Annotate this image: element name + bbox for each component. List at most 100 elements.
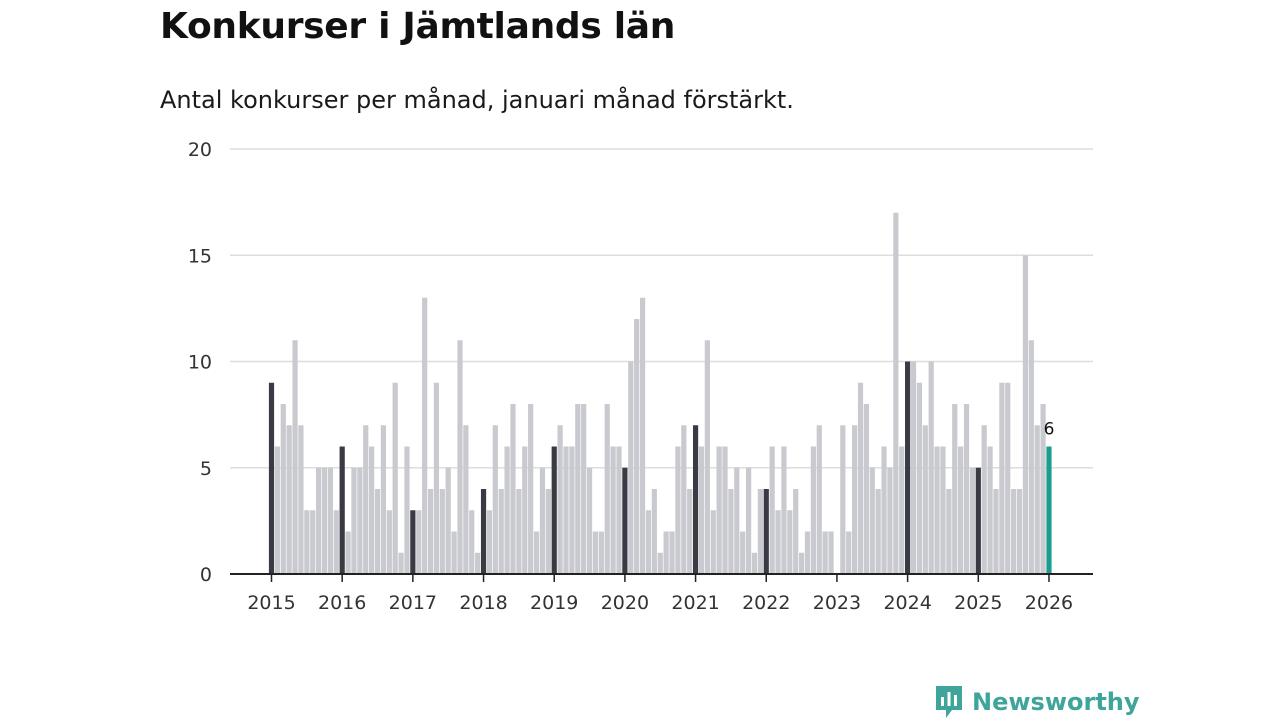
bar[interactable] xyxy=(799,552,805,574)
bar[interactable] xyxy=(1034,425,1040,574)
bar[interactable] xyxy=(610,446,616,575)
bar[interactable] xyxy=(775,510,781,574)
bar[interactable] xyxy=(816,425,822,574)
bar[interactable] xyxy=(928,361,934,575)
bar[interactable] xyxy=(292,340,298,574)
bar[interactable] xyxy=(586,467,593,574)
bar[interactable] xyxy=(887,467,893,574)
bar[interactable] xyxy=(675,446,681,575)
bar[interactable] xyxy=(563,446,569,575)
bar[interactable] xyxy=(604,404,610,574)
bar[interactable] xyxy=(286,425,292,574)
bar[interactable] xyxy=(663,531,669,575)
bar[interactable] xyxy=(681,425,687,574)
bar-january[interactable] xyxy=(692,425,699,574)
bar[interactable] xyxy=(857,382,864,574)
bar-january[interactable] xyxy=(551,446,557,575)
bar[interactable] xyxy=(934,446,940,575)
bar[interactable] xyxy=(793,489,799,574)
bar[interactable] xyxy=(881,446,887,575)
bar[interactable] xyxy=(704,340,710,574)
bar[interactable] xyxy=(345,531,351,575)
bar[interactable] xyxy=(386,510,392,574)
bar[interactable] xyxy=(722,446,728,575)
bar[interactable] xyxy=(274,446,280,575)
bar[interactable] xyxy=(304,510,310,574)
bar[interactable] xyxy=(910,361,917,575)
bar[interactable] xyxy=(439,489,445,574)
bar[interactable] xyxy=(598,531,604,575)
bar[interactable] xyxy=(751,552,758,574)
bar-january[interactable] xyxy=(480,489,487,574)
bar[interactable] xyxy=(852,425,858,574)
bar[interactable] xyxy=(486,510,493,574)
bar[interactable] xyxy=(634,319,640,574)
bar[interactable] xyxy=(645,510,652,574)
bar[interactable] xyxy=(298,425,304,574)
bar[interactable] xyxy=(463,425,469,574)
bar[interactable] xyxy=(427,489,434,574)
bar[interactable] xyxy=(952,404,958,574)
bar[interactable] xyxy=(445,467,451,574)
bar[interactable] xyxy=(310,510,316,574)
bar[interactable] xyxy=(457,340,463,574)
bar[interactable] xyxy=(875,489,881,574)
bar[interactable] xyxy=(1005,382,1011,574)
bar[interactable] xyxy=(539,467,546,574)
bar[interactable] xyxy=(380,425,387,574)
bar[interactable] xyxy=(569,446,575,575)
bar-january[interactable] xyxy=(339,446,345,575)
bar[interactable] xyxy=(522,446,528,575)
bar[interactable] xyxy=(545,489,551,574)
bar-january[interactable] xyxy=(763,489,769,574)
bar[interactable] xyxy=(869,467,875,574)
bar[interactable] xyxy=(333,510,339,574)
bar[interactable] xyxy=(327,467,333,574)
bar[interactable] xyxy=(916,382,922,574)
bar[interactable] xyxy=(958,446,964,575)
bar[interactable] xyxy=(357,467,363,574)
bar[interactable] xyxy=(557,425,563,574)
bar[interactable] xyxy=(404,446,410,575)
bar[interactable] xyxy=(498,489,504,574)
bar[interactable] xyxy=(398,552,404,574)
bar[interactable] xyxy=(528,404,534,574)
bar[interactable] xyxy=(651,489,657,574)
bar[interactable] xyxy=(922,425,928,574)
bar[interactable] xyxy=(616,446,622,575)
bar[interactable] xyxy=(533,531,540,575)
bar[interactable] xyxy=(993,489,999,574)
bar[interactable] xyxy=(698,446,705,575)
bar[interactable] xyxy=(969,467,976,574)
bar[interactable] xyxy=(351,467,357,574)
bar[interactable] xyxy=(740,531,746,575)
bar[interactable] xyxy=(374,489,381,574)
bar[interactable] xyxy=(575,404,581,574)
bar[interactable] xyxy=(710,510,716,574)
bar[interactable] xyxy=(999,382,1005,574)
bar[interactable] xyxy=(492,425,498,574)
bar[interactable] xyxy=(810,446,816,575)
bar[interactable] xyxy=(769,446,775,575)
bar[interactable] xyxy=(451,531,457,575)
bar-latest[interactable] xyxy=(1046,446,1052,575)
bar[interactable] xyxy=(804,531,811,575)
bar[interactable] xyxy=(1022,255,1029,574)
bar[interactable] xyxy=(433,382,440,574)
bar[interactable] xyxy=(475,552,481,574)
bar-january[interactable] xyxy=(905,361,911,575)
newsworthy-logo[interactable]: Newsworthy xyxy=(934,684,1140,720)
bar[interactable] xyxy=(422,297,428,574)
bar[interactable] xyxy=(687,489,693,574)
bar[interactable] xyxy=(321,467,328,574)
bar[interactable] xyxy=(628,361,634,575)
bar-january[interactable] xyxy=(410,510,416,574)
bar[interactable] xyxy=(963,404,970,574)
bar[interactable] xyxy=(592,531,599,575)
bar[interactable] xyxy=(734,467,740,574)
bar[interactable] xyxy=(516,489,522,574)
bar[interactable] xyxy=(416,510,422,574)
bar[interactable] xyxy=(639,297,646,574)
bar[interactable] xyxy=(981,425,987,574)
bar[interactable] xyxy=(846,531,852,575)
